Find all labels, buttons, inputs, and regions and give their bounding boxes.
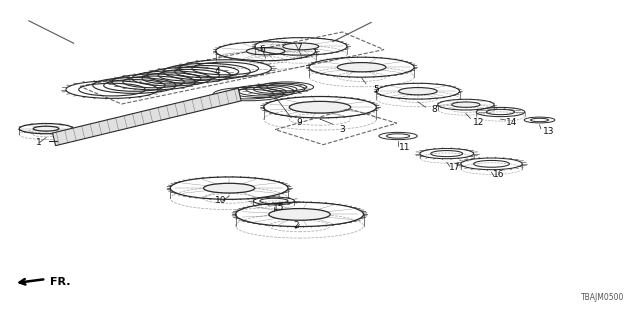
Text: 16: 16 [493, 170, 505, 179]
Text: 15: 15 [273, 204, 284, 212]
Text: 13: 13 [543, 127, 554, 136]
Ellipse shape [283, 43, 319, 50]
Text: 5: 5 [374, 85, 379, 94]
Text: 8: 8 [431, 105, 436, 114]
Text: 11: 11 [399, 143, 411, 152]
Ellipse shape [204, 183, 255, 193]
Text: 9: 9 [297, 118, 302, 127]
Text: 7: 7 [297, 43, 302, 52]
Text: 3: 3 [340, 125, 345, 134]
Ellipse shape [269, 209, 330, 220]
Text: 14: 14 [506, 118, 518, 127]
Polygon shape [52, 88, 241, 146]
Text: 17: 17 [449, 163, 460, 172]
Text: TBAJM0500: TBAJM0500 [580, 293, 624, 302]
Ellipse shape [337, 63, 386, 72]
Text: 1: 1 [36, 138, 41, 147]
Ellipse shape [33, 126, 59, 131]
Ellipse shape [289, 101, 351, 113]
Text: 2: 2 [293, 221, 298, 230]
Ellipse shape [246, 48, 285, 55]
Text: 6: 6 [260, 45, 265, 54]
Text: 4: 4 [215, 68, 220, 76]
Text: FR.: FR. [50, 276, 70, 287]
Text: 10: 10 [215, 196, 227, 205]
Ellipse shape [452, 102, 480, 107]
Ellipse shape [399, 88, 437, 95]
Text: 12: 12 [473, 118, 484, 127]
